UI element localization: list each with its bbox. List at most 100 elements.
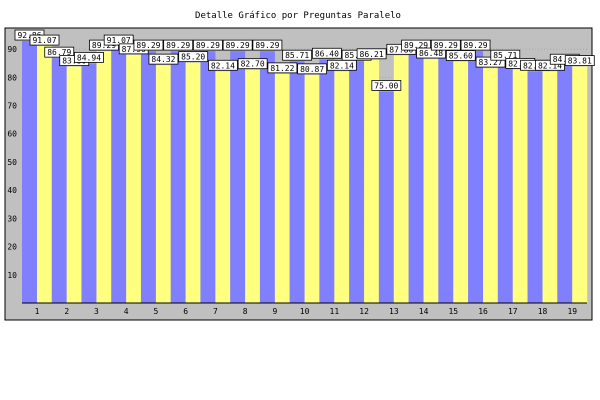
x-tick-label: 16 [478,307,488,316]
bar [349,61,365,303]
data-label-box [252,39,283,51]
bar [497,61,513,303]
data-label: 92.86 [17,31,41,40]
data-label: 85.71 [345,51,369,60]
x-tick-label: 6 [183,307,188,316]
data-label: 84.94 [77,53,101,62]
y-tick-label: 90 [7,45,17,54]
y-axis-ticks: 10 20 30 40 50 60 70 80 90 [7,45,17,280]
bar [423,59,439,303]
data-label: 84.28 [553,55,577,64]
data-label-box [222,39,253,51]
data-label-box [490,49,521,61]
data-label: 89.29 [255,41,279,50]
data-label-box [460,39,491,51]
data-label: 91.07 [107,36,131,45]
data-label: 91.07 [32,36,56,45]
data-label-box [371,80,402,91]
data-label: 89.29 [464,41,488,50]
data-label: 83.81 [568,57,592,66]
bar [37,46,52,304]
data-label-box [282,49,313,61]
bar [170,51,186,303]
bar [245,69,261,303]
bar [215,71,231,303]
chart-title: Detalle Gráfico por Preguntas Paralelo [195,11,401,21]
data-label: 85.71 [285,51,309,60]
y-tick-label: 40 [7,186,17,195]
data-label: 82.70 [241,60,265,69]
bar [274,73,290,303]
bar [572,66,588,303]
x-tick-label: 9 [272,307,277,316]
bar [259,51,275,303]
data-label: 82.14 [538,61,562,70]
y-tick-label: 10 [7,271,17,280]
bar [438,51,454,303]
bars [22,41,588,304]
data-label-box [356,48,387,60]
data-label-box [29,34,60,46]
data-label: 83.27 [479,58,503,67]
x-tick-label: 1 [35,307,40,316]
data-label: 82.14 [523,61,547,70]
data-labels: 92.8691.0786.7983.8084.9489.2991.0787.96… [14,29,595,91]
data-label: 85.20 [181,53,205,62]
bar [66,66,82,303]
bar [111,46,127,304]
bar [408,51,424,303]
data-label-box [208,59,238,71]
data-label: 89.29 [196,41,220,50]
data-label: 80.87 [300,65,324,74]
data-label: 75.00 [374,81,398,90]
bar [468,51,484,303]
data-label-box [430,39,461,51]
y-tick-label: 70 [7,102,17,111]
x-tick-label: 5 [154,307,159,316]
data-label-box [44,46,75,58]
x-tick-label: 19 [567,307,577,316]
x-tick-label: 2 [64,307,69,316]
data-label-box [133,39,164,51]
data-label-box [267,62,298,74]
data-label-box [401,39,431,51]
y-tick-label: 50 [7,158,17,167]
y-tick-label: 80 [7,73,17,82]
data-label: 89.29 [404,41,428,50]
bar [185,62,201,303]
data-label: 86.21 [360,50,384,59]
data-label: 81.22 [270,64,294,73]
data-label: 84.32 [151,55,175,64]
x-tick-label: 11 [330,307,340,316]
bar [393,55,409,303]
data-label-box [178,51,209,63]
x-tick-label: 4 [124,307,129,316]
x-tick-label: 12 [359,307,369,316]
bar [542,71,558,303]
data-label: 89.29 [226,41,250,50]
x-tick-label: 17 [508,307,518,316]
x-tick-label: 10 [300,307,310,316]
bar [319,59,335,304]
bar [304,74,320,303]
x-tick-label: 13 [389,307,399,316]
bar [230,51,246,303]
data-label: 85.71 [493,51,517,60]
x-tick-label: 18 [538,307,548,316]
bar [22,41,37,304]
bar [557,65,573,303]
bar [140,51,156,303]
data-label-box [237,58,268,70]
x-tick-label: 14 [419,307,429,316]
bar [512,69,528,303]
bar [200,51,216,303]
data-label-box [193,39,223,51]
data-label-box [148,53,179,65]
data-label-box [163,39,194,51]
data-label: 86.48 [419,49,443,58]
data-label: 85.60 [449,52,473,61]
bar [96,51,112,303]
data-label-box [564,55,595,66]
data-label: 82.14 [211,61,235,70]
